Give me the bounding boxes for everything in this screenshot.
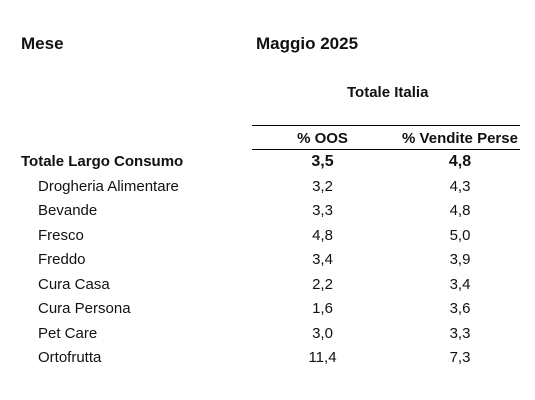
region-title: Totale Italia [347,84,429,101]
table-row-total: Totale Largo Consumo 3,5 4,8 [0,153,535,177]
row-lost-sales-value: 4,3 [449,178,471,195]
row-lost-sales-value: 4,8 [448,153,472,170]
table-row: Drogheria Alimentare 3,2 4,3 [0,178,535,202]
row-oos-value: 3,5 [311,153,334,170]
row-lost-sales-value: 3,6 [449,300,471,317]
row-oos-value: 4,8 [312,227,333,244]
table-row: Cura Casa 2,2 3,4 [0,276,535,300]
row-lost-sales-value: 3,3 [449,325,471,342]
row-category: Ortofrutta [38,349,102,366]
table-row: Fresco 4,8 5,0 [0,227,535,251]
row-oos-value: 1,6 [312,300,333,317]
table-row: Bevande 3,3 4,8 [0,202,535,226]
row-oos-value: 3,4 [312,251,333,268]
row-category: Cura Persona [38,300,131,317]
header-bottom-rule [252,149,520,150]
period-value: Maggio 2025 [256,34,359,53]
header-top-rule [252,125,520,126]
table-row: Cura Persona 1,6 3,6 [0,300,535,324]
row-lost-sales-value: 5,0 [449,227,471,244]
row-category: Fresco [38,227,84,244]
row-category: Cura Casa [38,276,110,293]
table-row: Ortofrutta 11,4 7,3 [0,349,535,373]
row-oos-value: 11,4 [308,349,337,366]
row-oos-value: 3,0 [312,325,333,342]
row-category: Drogheria Alimentare [38,178,179,195]
period-label: Mese [21,34,64,53]
column-header-lost-sales: % Vendite Perse [402,130,518,147]
row-lost-sales-value: 7,3 [449,349,471,366]
row-category: Pet Care [38,325,98,342]
row-lost-sales-value: 4,8 [449,202,471,219]
row-oos-value: 2,2 [312,276,333,293]
row-category: Totale Largo Consumo [21,153,184,170]
table-row: Pet Care 3,0 3,3 [0,325,535,349]
row-oos-value: 3,3 [312,202,333,219]
column-header-oos: % OOS [297,130,348,147]
row-category: Freddo [38,251,86,268]
row-lost-sales-value: 3,9 [449,251,471,268]
row-oos-value: 3,2 [312,178,333,195]
table-row: Freddo 3,4 3,9 [0,251,535,275]
row-lost-sales-value: 3,4 [449,276,471,293]
row-category: Bevande [38,202,98,219]
